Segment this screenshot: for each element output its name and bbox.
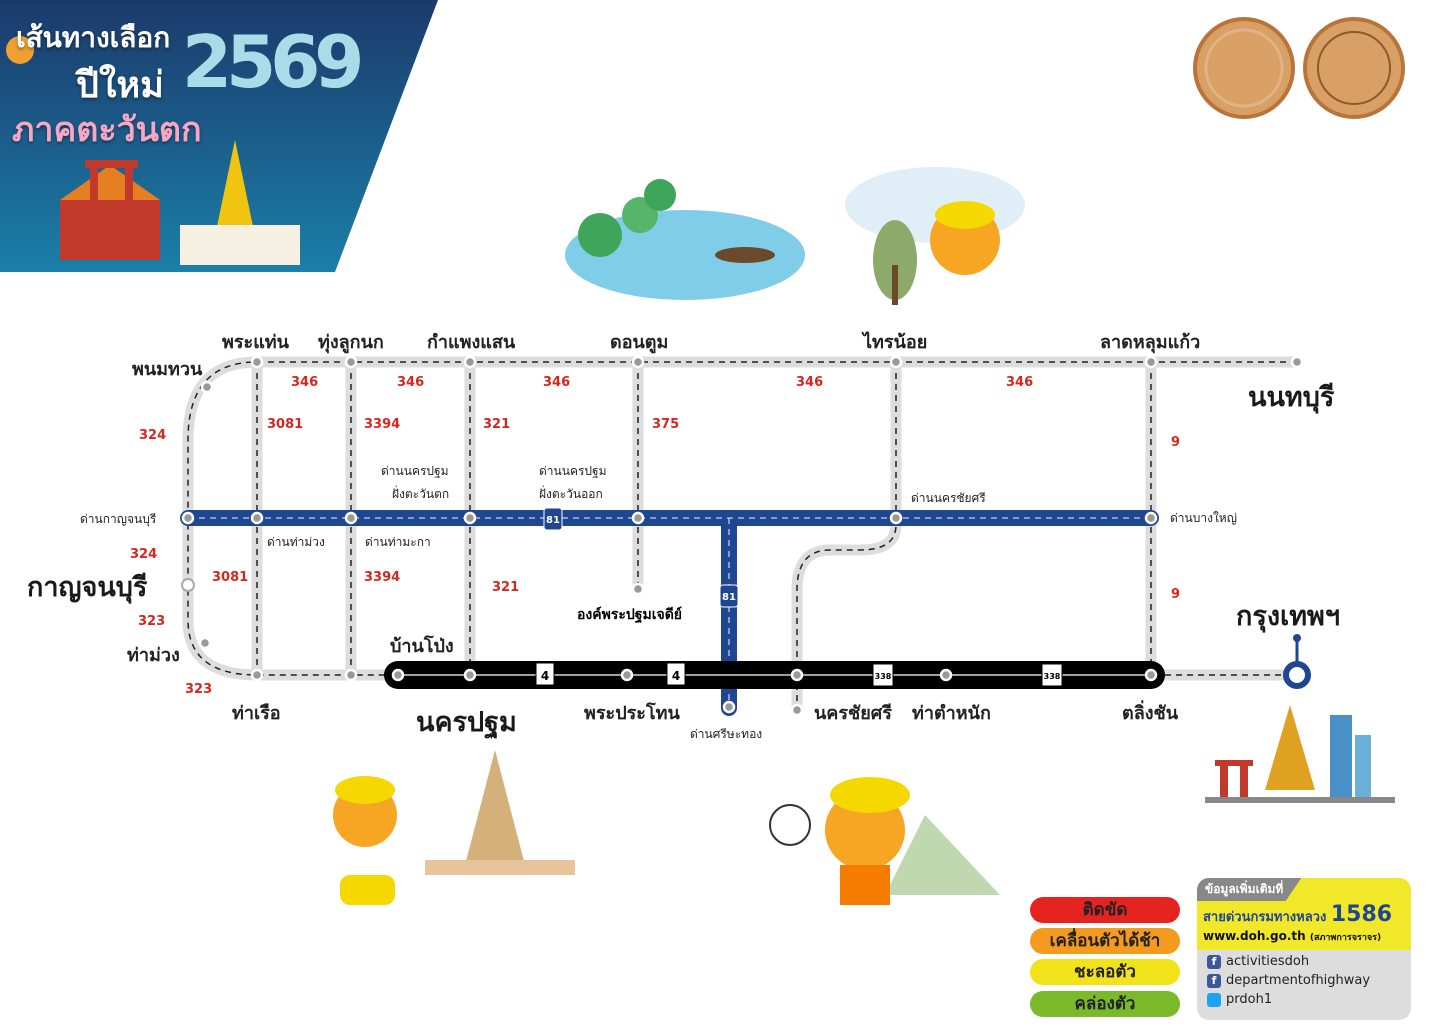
alternate-roads [182,356,1303,716]
label-tha-tamnak: ท่าตำหนัก [912,703,991,724]
shield-81-west: 81 [546,515,560,526]
department-seal-icon [1303,17,1405,119]
route-321: 321 [492,580,520,595]
route-3081: 3081 [212,570,249,585]
hotline-label: สายด่วนกรมทางหลวง [1203,910,1327,925]
label-tha-ruea: ท่าเรือ [232,703,281,724]
route-shields [535,507,1063,687]
province-nonthaburi: นนทบุรี [1248,382,1335,413]
route-323: 323 [185,682,213,697]
title-line2: ปีใหม่ [76,65,164,106]
toll-tha-maka: ด่านท่ามะกา [365,535,431,549]
label-sai-noi: ไทรน้อย [863,332,928,353]
nakhon-pathom-illustration [333,750,575,905]
title-line1: เส้นทางเลือก [16,21,171,54]
banner-background [0,0,438,272]
website-note: (สภาพการจราจร) [1309,933,1382,943]
route-321: 321 [483,417,511,432]
label-nakhon-chai-si: นครชัยศรี [814,703,892,724]
label-ban-pong: บ้านโป่ง [390,636,454,657]
label-phra-thaen: พระแท่น [222,332,289,353]
temples-illustration [6,36,300,265]
route-324: 324 [139,428,167,443]
label-kamphaeng-saen: กำแพงแสน [427,332,516,353]
bangkok-skyline-illustration [1205,705,1395,803]
route-346: 346 [397,375,425,390]
info-box: ข้อมูลเพิ่มเติมที่ สายด่วนกรมทางหลวง 158… [1197,878,1411,1020]
label-phra-prathon: พระประโทน [584,703,680,724]
label-lat-lum-kaeo: ลาดหลุมแก้ว [1100,332,1201,353]
website-link[interactable]: www.doh.go.th [1203,929,1306,943]
twitter-prdoh[interactable]: prdoh1 [1207,992,1411,1007]
label-don-tum: ดอนตูม [610,332,669,353]
legend-slowing: ชะลอตัว [1030,959,1180,985]
hotline-number[interactable]: 1586 [1330,902,1393,927]
route-3081: 3081 [267,417,304,432]
label-tha-muang: ท่าม่วง [127,645,180,666]
toll-np-west-line2: ฝั่งตะวันตก [392,487,450,501]
route-346: 346 [1006,375,1034,390]
legend-slow: เคลื่อนตัวได้ช้า [1030,928,1180,954]
lantern-icon [6,36,34,64]
province-kanchanaburi: กาญจนบุรี [27,572,148,603]
shield-81-south: 81 [722,592,736,603]
route-375: 375 [652,417,680,432]
seals [1193,17,1405,119]
shield-338-a: 338 [874,672,892,681]
route-9: 9 [1171,587,1181,602]
bangkok-marker-icon [1283,634,1311,689]
facebook-icon: f [1207,973,1221,988]
scenery-illustration [565,167,1025,305]
facebook-icon: f [1207,954,1221,969]
route-324: 324 [130,547,158,562]
route-9: 9 [1171,435,1181,450]
ministry-seal-icon [1193,17,1295,119]
kanchanaburi-node [181,578,195,592]
route-3394: 3394 [364,417,401,432]
route-323: 323 [138,614,166,629]
toll-np-east-line1: ด่านนครปฐม [539,464,607,478]
label-taling-chan: ตลิ่งชัน [1122,703,1179,724]
twitter-label: prdoh1 [1226,992,1273,1007]
toll-kanchanaburi: ด่านกาญจนบุรี [80,512,157,526]
label-thung-luk-nok: ทุ่งลูกนก [318,332,384,353]
facebook-activities[interactable]: f activitiesdoh [1207,954,1411,969]
facebook-department[interactable]: f departmentofhighway [1207,973,1411,988]
label-phanom-thuan: พนมทวน [132,359,203,380]
legend-jammed: ติดขัด [1030,897,1180,923]
shield-4-a: 4 [540,669,550,683]
toll-tha-muang: ด่านท่าม่วง [267,535,325,549]
toll-np-east-line2: ฝั่งตะวันออก [539,487,603,501]
toll-nakhon-chai-si: ด่านนครชัยศรี [911,491,986,505]
junction-nodes [181,355,1304,717]
title-line3: ภาคตะวันตก [12,110,202,150]
toll-si-sa-thong: ด่านศรีษะทอง [690,727,763,741]
mascot-thumbsup-illustration [769,777,1000,905]
route-346: 346 [291,375,319,390]
route-3394: 3394 [364,570,401,585]
info-tag: ข้อมูลเพิ่มเติมที่ [1197,878,1302,901]
label-phra-pathom-chedi: องค์พระปฐมเจดีย์ [577,607,682,623]
facebook2-label: departmentofhighway [1226,973,1371,988]
twitter-icon [1207,992,1221,1007]
province-nakhon-pathom: นครปฐม [416,707,517,738]
route-346: 346 [543,375,571,390]
facebook1-label: activitiesdoh [1226,954,1310,969]
province-bangkok: กรุงเทพฯ [1236,601,1341,632]
route-346: 346 [796,375,824,390]
legend-flowing: คล่องตัว [1030,991,1180,1017]
toll-bang-yai: ด่านบางใหญ่ [1170,511,1237,525]
title-year: 2569 [182,20,364,104]
header-banner: เส้นทางเลือก ปีใหม่ ภาคตะวันตก 2569 [0,0,440,272]
shield-338-b: 338 [1043,672,1061,681]
toll-np-west-line1: ด่านนครปฐม [381,464,449,478]
shield-4-b: 4 [671,669,681,683]
